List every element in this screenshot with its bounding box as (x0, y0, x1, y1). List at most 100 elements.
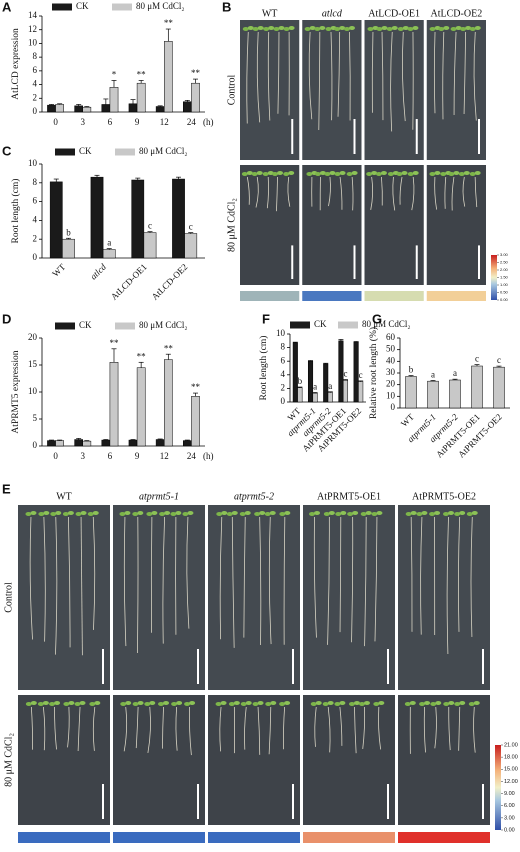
root (287, 176, 291, 207)
leaf (144, 702, 151, 706)
leaf (170, 512, 177, 516)
root (442, 31, 445, 120)
root (458, 516, 461, 632)
error-bar (157, 105, 163, 107)
y-tick-label: 60 (386, 332, 396, 342)
seedling-photo (208, 505, 300, 690)
x-tick-label: 9 (135, 451, 140, 461)
legend-label: 80 μM CdCl₂ (362, 319, 410, 329)
leaf (244, 511, 251, 515)
column-header: atlcd (322, 8, 343, 19)
bar (297, 387, 303, 403)
bar (191, 82, 200, 113)
leaf (164, 511, 171, 515)
leaf (43, 511, 50, 515)
panel-label: C (2, 143, 12, 158)
y-tick-label: 4 (33, 79, 38, 89)
leaf (262, 172, 269, 176)
leaf (175, 511, 182, 515)
bar (136, 82, 146, 113)
scale-tick-label: 3.00 (500, 252, 509, 257)
x-tick-label: 3 (81, 117, 86, 127)
root (77, 706, 81, 752)
root (337, 31, 341, 117)
x-tick-label: WT (399, 411, 416, 428)
y-tick-label: 8 (33, 177, 38, 187)
leaf (74, 702, 81, 706)
root (219, 706, 222, 752)
significance-label: ** (164, 343, 174, 353)
root (371, 31, 374, 113)
root (381, 176, 383, 206)
legend-swatch (115, 148, 135, 156)
bar (101, 104, 111, 113)
leaf (25, 512, 32, 516)
bar (128, 439, 138, 447)
root (463, 31, 467, 114)
x-unit: (h) (203, 117, 214, 127)
bar (405, 376, 417, 409)
leaf (310, 702, 317, 706)
bar (358, 381, 364, 403)
root (318, 31, 321, 130)
leaf (319, 26, 326, 30)
significance-label: c (148, 221, 152, 231)
leaf (247, 26, 254, 30)
bar (493, 366, 505, 409)
heat-strip (113, 832, 205, 843)
root (308, 31, 313, 120)
panel-label: B (222, 0, 231, 14)
y-tick-label: 40 (386, 355, 396, 365)
error-bar (111, 348, 117, 363)
root (362, 706, 366, 749)
error-bar (57, 439, 63, 441)
leaf (353, 701, 360, 705)
leaf (373, 702, 380, 706)
bar (82, 440, 92, 447)
leaf (360, 512, 367, 516)
heat-strip (364, 291, 424, 301)
leaf (322, 702, 329, 706)
significance-label: a (313, 382, 317, 392)
leaf (453, 171, 460, 175)
column-header: AtLCD-OE2 (431, 8, 483, 19)
leaf (146, 512, 153, 516)
leaf (430, 702, 437, 706)
leaf (397, 27, 404, 31)
leaf (429, 512, 436, 516)
root (339, 176, 343, 210)
bar (101, 439, 111, 447)
leaf (278, 26, 285, 30)
heat-strip (302, 291, 362, 301)
leaf (283, 172, 290, 176)
leaf (367, 27, 374, 31)
y-tick-label: 8 (281, 342, 286, 352)
leaf (259, 511, 266, 515)
error-bar (312, 392, 318, 394)
root (123, 516, 127, 647)
error-bar (94, 174, 100, 178)
leaf (304, 27, 311, 31)
leaf (404, 702, 411, 706)
leaf (419, 702, 426, 706)
significance-label: * (112, 70, 117, 80)
x-tick-label: 24 (187, 451, 197, 461)
leaf (348, 702, 355, 706)
root (451, 176, 455, 211)
scale-tick-label: 21.00 (504, 742, 518, 748)
leaf (269, 511, 276, 515)
leaf (328, 511, 335, 515)
leaf (171, 702, 178, 706)
root (43, 516, 46, 642)
y-tick-label: 0 (33, 252, 38, 262)
y-tick-label: 0 (33, 440, 38, 450)
error-bar (76, 438, 82, 440)
row-label: 80 μM CdCl₂ (3, 733, 14, 787)
bar (47, 440, 56, 447)
bar (47, 104, 56, 113)
error-bar (192, 78, 198, 84)
leaf (216, 512, 223, 516)
legend-swatch (290, 321, 310, 329)
leaf (412, 171, 419, 175)
scale-tick-label: 9.00 (504, 791, 515, 797)
